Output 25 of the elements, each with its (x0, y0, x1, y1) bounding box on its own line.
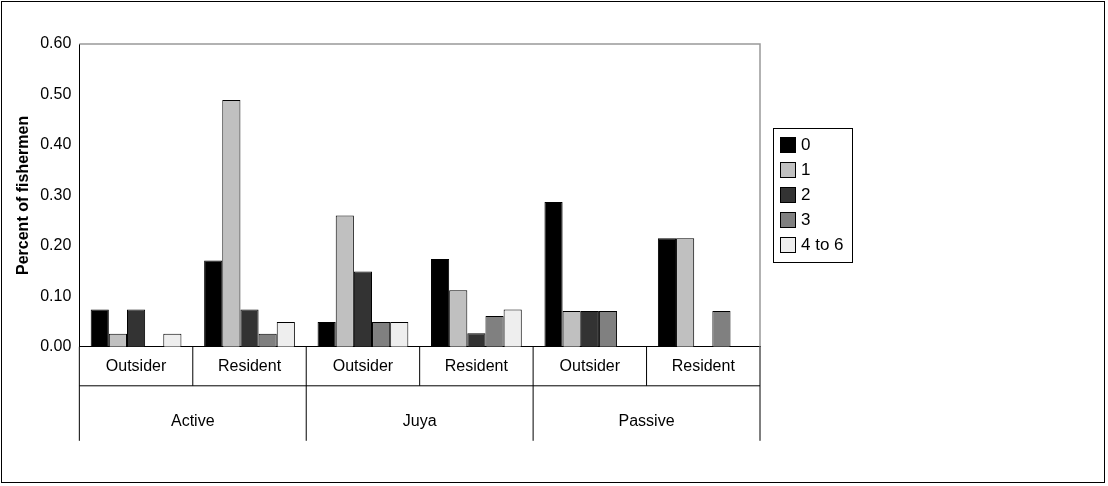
x-tick-label: Outsider (559, 356, 621, 374)
legend-label: 2 (801, 185, 811, 206)
x-tick-label: Outsider (105, 356, 167, 374)
bar (657, 238, 677, 347)
text: Juya (402, 412, 437, 430)
y-tick-label: 0.40 (40, 135, 72, 153)
y-axis-title: Percent of fishermen (14, 115, 32, 275)
x-tick-label: Outsider (332, 356, 394, 374)
bar (204, 260, 223, 347)
y-tick-label: 0.30 (40, 185, 72, 203)
y-tick-label: 0.20 (40, 236, 72, 254)
text: Active (170, 412, 215, 430)
legend-label: 4 to 6 (801, 235, 844, 256)
y-tick-label: 0.00 (40, 337, 72, 355)
text: Passive (618, 412, 675, 430)
y-tick-label: 0.10 (40, 286, 72, 304)
y-tick-label: 0.60 (40, 34, 72, 52)
bar (431, 258, 450, 347)
x-tick-label: Resident (671, 356, 736, 374)
x-tick-label: Resident (217, 356, 282, 374)
legend-label: 3 (801, 210, 811, 231)
y-tick-label: 0.50 (40, 84, 72, 102)
legend-label: 0 (801, 135, 811, 156)
legend-label: 1 (801, 160, 811, 181)
x-tick-label: Resident (444, 356, 509, 374)
